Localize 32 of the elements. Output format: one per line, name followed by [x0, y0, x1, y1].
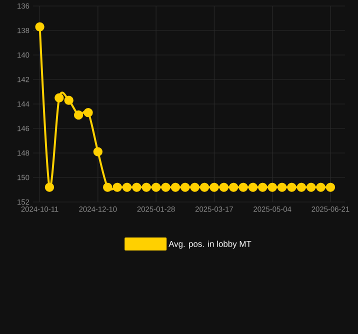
- point: [268, 182, 277, 192]
- point: [219, 182, 228, 192]
- point: [210, 182, 219, 192]
- point: [228, 182, 238, 192]
- point: [122, 182, 132, 192]
- point: [238, 182, 248, 192]
- point: [93, 147, 103, 156]
- point: [84, 108, 93, 118]
- point: [190, 182, 200, 192]
- point: [64, 96, 74, 105]
- point: [151, 182, 161, 192]
- point: [248, 182, 258, 192]
- point: [170, 182, 180, 192]
- point: [306, 182, 316, 192]
- point: [161, 182, 170, 192]
- point: [54, 93, 64, 102]
- point: [142, 182, 151, 192]
- point: [200, 182, 210, 192]
- point: [180, 182, 190, 192]
- point: [277, 182, 287, 192]
- point: [287, 182, 296, 192]
- point: [44, 182, 54, 192]
- point: [132, 182, 142, 192]
- point: [112, 182, 122, 192]
- point: [103, 182, 112, 192]
- point: [326, 182, 336, 192]
- point: [258, 182, 268, 192]
- legend-label: Avg. pos. in lobby MT: [168, 240, 252, 249]
- point: [316, 182, 326, 192]
- point: [74, 110, 84, 120]
- point: [296, 182, 306, 192]
- point: [35, 22, 44, 32]
